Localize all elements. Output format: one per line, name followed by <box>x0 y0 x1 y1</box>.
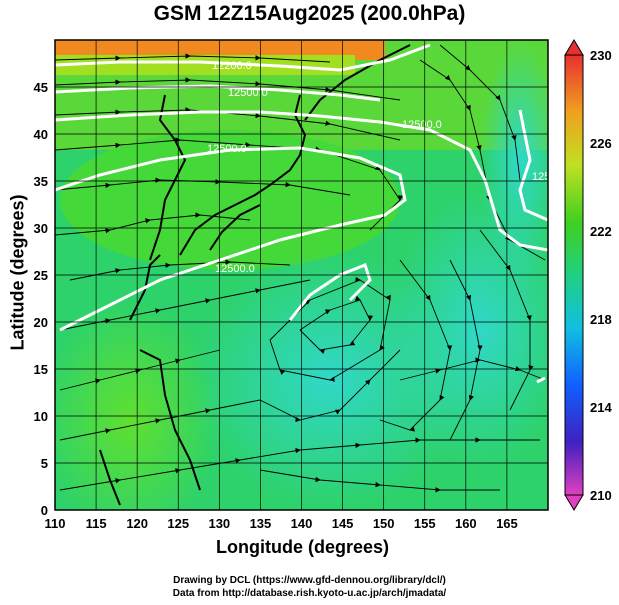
map-title: GSM 12Z15Aug2025 (200.0hPa) <box>153 2 466 25</box>
contour-label: 12500.0 <box>207 143 247 155</box>
x-tick-label: 145 <box>332 516 354 531</box>
contour-label: 12500.0 <box>215 263 255 275</box>
height-contours <box>55 43 548 384</box>
y-tick-label: 40 <box>34 127 48 142</box>
y-axis-label: Latitude (degrees) <box>7 194 28 351</box>
x-tick-label: 160 <box>455 516 477 531</box>
credit-data-source: Data from http://database.rish.kyoto-u.a… <box>172 588 447 599</box>
y-tick-label: 45 <box>34 80 48 95</box>
contour-label: 12500.0 <box>532 171 572 183</box>
plot-frame <box>54 39 549 511</box>
y-tick-label: 5 <box>41 456 48 471</box>
x-tick-label: 115 <box>86 516 107 531</box>
credit-dcl: Drawing by DCL (https://www.gfd-dennou.o… <box>173 575 446 586</box>
y-tick-label: 20 <box>34 315 48 330</box>
colorbar: 230 226 222 218 214 210 <box>564 39 612 511</box>
y-tick-label: 30 <box>34 221 48 236</box>
y-tick-label: 15 <box>34 362 48 377</box>
y-tick-label: 25 <box>34 268 48 283</box>
colorbar-tick-label: 210 <box>590 488 612 503</box>
contour-label: 12500.0 <box>228 87 268 99</box>
x-tick-label: 150 <box>373 516 395 531</box>
y-tick-label: 10 <box>34 409 48 424</box>
colorbar-tick-label: 222 <box>590 224 612 239</box>
colorbar-tick-label: 214 <box>590 400 612 415</box>
x-tick-label: 155 <box>414 516 436 531</box>
x-tick-label: 110 <box>45 516 66 531</box>
colorbar-tick-label: 226 <box>590 136 612 151</box>
y-tick-label: 0 <box>41 503 48 518</box>
x-tick-label: 120 <box>126 516 148 531</box>
x-tick-label: 125 <box>167 516 189 531</box>
y-axis: 0 5 10 15 20 25 30 35 40 45 <box>34 80 48 518</box>
y-tick-label: 35 <box>34 174 48 189</box>
x-axis: 110 115 120 125 130 135 140 145 150 155 160 165 <box>45 516 518 531</box>
x-tick-label: 140 <box>291 516 313 531</box>
x-tick-label: 130 <box>208 516 230 531</box>
x-axis-label: Longitude (degrees) <box>215 537 389 557</box>
contour-label: 12500.0 <box>402 119 442 131</box>
x-tick-label: 135 <box>250 516 272 531</box>
contour-labels: 12200.0 12500.0 12500.0 12500.0 12500.0 … <box>207 60 572 275</box>
colorbar-tick-label: 218 <box>590 312 612 327</box>
x-tick-label: 165 <box>496 516 518 531</box>
colorbar-tick-label: 230 <box>590 48 612 63</box>
contour-label: 12200.0 <box>212 60 252 72</box>
